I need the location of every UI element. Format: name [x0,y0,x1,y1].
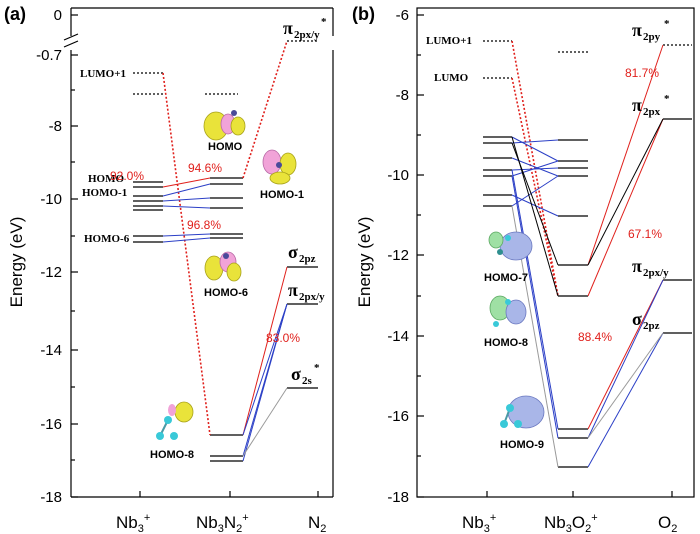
a-sym-sigma-2s-star: σ 2s * [291,362,320,387]
a-orbital-homo-label: HOMO [208,141,243,153]
a-y-axis-label: Energy (eV) [7,217,26,308]
svg-text:2px/y: 2px/y [294,29,320,41]
b-orbital-homo7-picture [488,231,533,261]
svg-text:2px/y: 2px/y [299,291,325,303]
a-orbital-homo8-label: HOMO-8 [150,449,194,461]
a-orbital-homo8-picture [156,401,194,440]
svg-text:σ: σ [632,309,642,329]
a-ytick-2: -8 [49,118,62,135]
b-ytick-6: -18 [387,489,409,506]
a-sym-pi-star: π 2px/y * [283,16,327,41]
b-o2-levels [663,44,692,334]
svg-text:2pz: 2pz [643,320,660,332]
svg-text:σ: σ [288,242,298,262]
svg-text:σ: σ [291,364,301,384]
b-sym-pi-2px-star: π 2px * [632,93,670,118]
b-orbital-homo8-label: HOMO-8 [484,337,528,349]
svg-text:*: * [664,93,670,105]
b-ytick-3: -12 [387,247,409,264]
a-label-homo1: HOMO-1 [82,187,127,199]
a-correlation-lines [162,40,288,462]
b-category-nb3o2: Nb3O2+ [544,512,598,534]
a-sym-pi-2pxy: π 2px/y [288,280,325,303]
b-label-lumo: LUMO [434,72,469,84]
a-ytick-6: -16 [40,416,62,433]
a-pct-94: 94.6% [188,161,222,175]
b-ytick-1: -8 [396,87,409,104]
panel-b-label: (b) [352,4,375,24]
b-orbital-homo9-picture [500,395,545,429]
b-category-nb3: Nb3+ [462,512,496,534]
b-y-axis-label: Energy (eV) [355,217,374,308]
a-ytick-1: -0.7 [36,47,62,64]
a-orbital-homo6-label: HOMO-6 [204,287,248,299]
a-pct-92: 92.0% [110,169,144,183]
svg-text:*: * [664,18,670,30]
panel-a-frame [63,7,334,498]
b-label-lumo1: LUMO+1 [426,35,472,47]
svg-text:*: * [321,16,327,28]
b-orbital-homo7-label: HOMO-7 [484,272,528,284]
b-correlation-lines [511,40,664,468]
b-ytick-0: -6 [396,7,409,24]
a-pct-83: 83.0% [266,331,300,345]
b-pct-88: 88.4% [578,330,612,344]
b-pct-67: 67.1% [628,227,662,241]
panel-b-frame [416,7,695,498]
a-orbital-homo6-picture [204,251,242,282]
a-category-nb3n2: Nb3N2+ [196,512,249,534]
svg-text:π: π [632,95,642,115]
b-nb3-levels [483,40,512,207]
svg-text:2px/y: 2px/y [643,267,669,279]
svg-text:2pz: 2pz [299,253,316,265]
a-nb3-levels [133,72,163,243]
svg-text:π: π [632,20,642,40]
a-orbital-homo1-picture [262,149,297,185]
svg-text:2s: 2s [302,375,313,387]
svg-text:2py: 2py [643,31,661,43]
svg-text:*: * [314,362,320,374]
a-label-lumo1: LUMO+1 [80,68,126,80]
a-ytick-4: -12 [40,264,62,281]
a-orbital-homo1-label: HOMO-1 [260,189,304,201]
b-nb3o2-levels [558,51,588,468]
a-ytick-3: -10 [40,191,62,208]
a-ytick-7: -18 [40,489,62,506]
b-sym-pi-2py-star: π 2py * [632,18,670,43]
a-sym-sigma-2pz: σ 2pz [288,242,316,265]
b-pct-81: 81.7% [625,66,659,80]
b-orbital-homo8-picture [489,295,527,327]
a-category-n2: N2 [308,513,326,534]
panel-a: (a) [4,4,334,534]
a-ytick-0: 0 [54,7,62,24]
b-ytick-4: -14 [387,328,409,345]
a-pct-96: 96.8% [187,218,221,232]
svg-text:π: π [288,280,298,300]
a-label-homo: HOMO [88,173,124,185]
a-nb3n2-levels [205,93,243,462]
svg-text:π: π [283,18,293,38]
a-label-homo6: HOMO-6 [84,233,130,245]
a-orbital-homo-picture [203,110,246,141]
panel-b: (b) -6 -8 -10 -12 -14 -16 -18 Energy [352,4,695,534]
a-category-nb3: Nb3+ [116,512,150,534]
b-sym-sigma-2pz: σ 2pz [632,309,660,332]
a-n2-levels [287,40,318,389]
b-ytick-5: -16 [387,408,409,425]
svg-text:2px: 2px [643,106,661,118]
b-sym-pi-2pxy: π 2px/y [632,256,669,279]
panel-a-label: (a) [4,4,26,24]
b-ytick-2: -10 [387,167,409,184]
b-orbital-homo9-label: HOMO-9 [500,439,544,451]
b-category-o2: O2 [658,513,677,534]
svg-text:π: π [632,256,642,276]
a-ytick-5: -14 [40,342,62,359]
